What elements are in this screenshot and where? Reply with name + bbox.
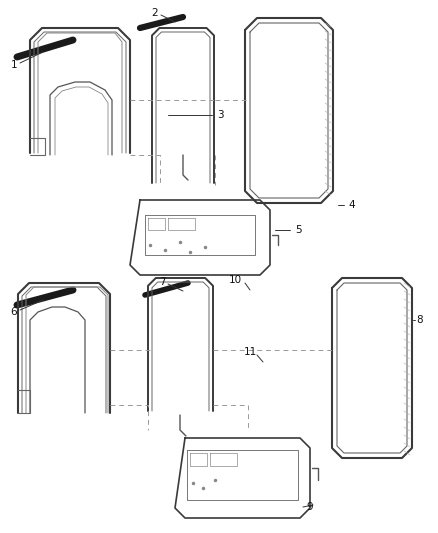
Text: 3: 3 xyxy=(217,110,223,120)
Text: 10: 10 xyxy=(229,275,242,285)
Text: 8: 8 xyxy=(417,315,423,325)
Text: 5: 5 xyxy=(295,225,301,235)
Text: 4: 4 xyxy=(349,200,355,210)
Text: 2: 2 xyxy=(152,8,158,18)
Text: 9: 9 xyxy=(307,502,313,512)
Text: 6: 6 xyxy=(11,307,18,317)
Text: 7: 7 xyxy=(159,277,165,287)
Text: 1: 1 xyxy=(11,60,18,70)
Text: 11: 11 xyxy=(244,347,257,357)
